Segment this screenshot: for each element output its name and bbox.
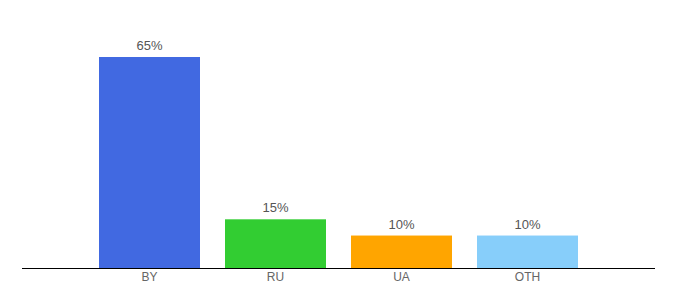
data-label: 10% xyxy=(514,217,540,232)
chart-svg: 65% BY 15% RU 10% UA 10% OTH xyxy=(0,0,680,300)
bar xyxy=(477,236,578,268)
labels: 65% BY 15% RU 10% UA 10% OTH xyxy=(136,38,540,284)
data-label: 65% xyxy=(136,38,162,53)
bar xyxy=(99,57,200,268)
chart-container: 65% BY 15% RU 10% UA 10% OTH xyxy=(0,0,680,300)
bar xyxy=(225,219,326,268)
data-label: 10% xyxy=(388,217,414,232)
x-axis-line xyxy=(22,268,655,269)
x-tick-label: OTH xyxy=(515,270,540,284)
x-tick-label: BY xyxy=(141,270,157,284)
x-tick-label: UA xyxy=(393,270,410,284)
data-label: 15% xyxy=(262,200,288,215)
bars xyxy=(99,57,578,268)
bar xyxy=(351,236,452,268)
x-tick-label: RU xyxy=(267,270,284,284)
